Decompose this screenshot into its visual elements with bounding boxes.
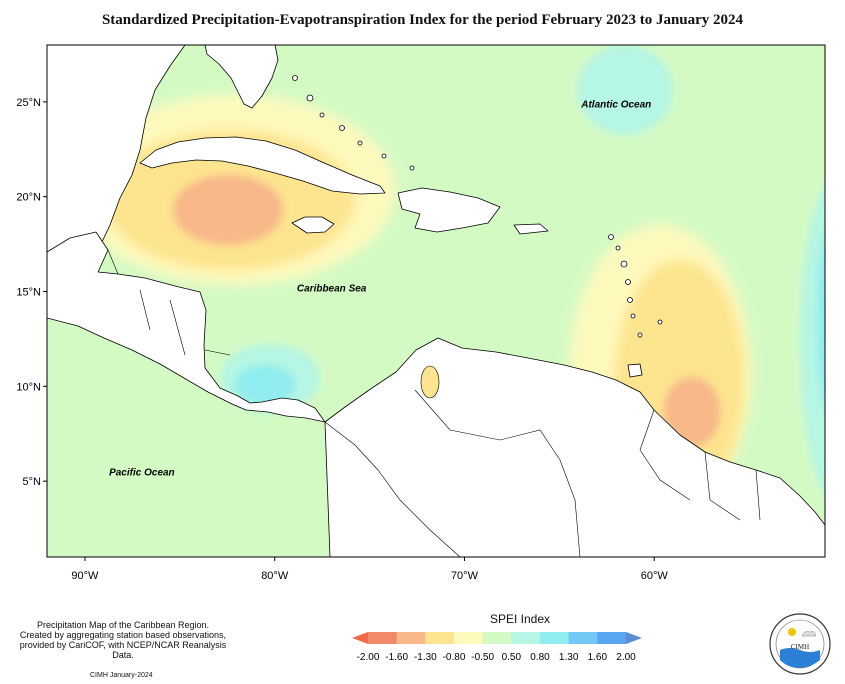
jamaica — [291, 216, 335, 234]
region-label: Caribbean Sea — [297, 284, 367, 295]
footnote-line: Precipitation Map of the Caribbean Regio… — [36, 620, 210, 630]
country-borders — [107, 249, 761, 558]
footnote: Precipitation Map of the Caribbean Regio… — [8, 620, 238, 660]
border — [204, 349, 231, 356]
spei-zone-atlantic-wet — [577, 45, 673, 135]
legend-swatch — [425, 632, 455, 644]
border — [414, 389, 581, 558]
island — [608, 234, 614, 240]
lake-maracaibo — [420, 365, 440, 399]
island — [357, 140, 363, 146]
legend-swatch — [568, 632, 598, 644]
legend-tick-label: -0.50 — [471, 652, 494, 663]
map-frame — [46, 44, 826, 558]
island — [409, 165, 415, 171]
legend-swatch — [368, 632, 398, 644]
legend-tick-label: 1.60 — [588, 652, 608, 663]
lat-tick-label: 15°N — [16, 287, 41, 299]
legend-arrow-right — [626, 632, 642, 644]
central-america — [47, 231, 326, 423]
legend-swatch — [482, 632, 512, 644]
region-label: Pacific Ocean — [109, 467, 175, 478]
spei-legend: -2.00 -1.60 -1.30 -0.80 -0.50 0.50 0.80 1.30 1.6… — [352, 632, 642, 663]
cuba — [139, 136, 386, 195]
border — [324, 421, 461, 558]
lesser-antilles — [608, 234, 663, 338]
spei-zone-northwest-core — [173, 175, 283, 245]
spei-zone-far-east-wet — [800, 186, 825, 494]
border — [139, 289, 151, 331]
legend-tick-label: 2.00 — [616, 652, 636, 663]
legend-tick-label: -1.60 — [385, 652, 408, 663]
hispaniola — [397, 187, 501, 233]
spei-map: 25°N 20°N 15°N 10°N 5°N 90°W 80°W 70°W 60°W Atla… — [16, 44, 826, 582]
cimh-logo: CIMH — [769, 613, 831, 675]
island — [319, 112, 325, 118]
legend-swatch — [396, 632, 426, 644]
lon-tick-label: 80°W — [261, 570, 289, 582]
legend-swatch — [511, 632, 541, 644]
lon-tick-label: 70°W — [451, 570, 479, 582]
spei-zone-east-core — [664, 377, 720, 447]
legend-title: SPEI Index — [489, 612, 551, 626]
map-axes: 25°N 20°N 15°N 10°N 5°N 90°W 80°W 70°W 60°W — [16, 97, 668, 582]
island — [615, 245, 621, 251]
border — [639, 409, 691, 501]
border — [107, 249, 119, 275]
spei-zone-far-east-wet-core — [817, 236, 825, 404]
page-title: Standardized Precipitation-Evapotranspir… — [101, 12, 744, 28]
legend-swatch — [454, 632, 484, 644]
island — [381, 153, 387, 159]
lon-tick-label: 90°W — [71, 570, 99, 582]
region-label: Atlantic Ocean — [580, 100, 651, 111]
island — [630, 313, 636, 319]
island — [637, 332, 643, 338]
wave-icon — [780, 648, 820, 668]
island — [339, 125, 345, 131]
land-masses — [47, 45, 825, 557]
legend-swatch — [597, 632, 627, 644]
lat-tick-label: 10°N — [16, 381, 41, 393]
lat-tick-label: 5°N — [23, 476, 42, 488]
south-america — [324, 337, 825, 557]
map-labels: Atlantic Ocean Caribbean Sea Pacific Ocean — [109, 100, 651, 479]
legend-tick-label: 0.80 — [530, 652, 550, 663]
footnote-line: provided by CariCOF, with NCEP/NCAR Rean… — [19, 640, 227, 660]
island — [620, 260, 628, 268]
legend-tick-label: 0.50 — [502, 652, 522, 663]
florida — [204, 45, 279, 109]
lat-tick-label: 25°N — [16, 97, 41, 109]
island — [657, 319, 663, 325]
border — [755, 469, 761, 521]
logo-text: CIMH — [791, 643, 809, 651]
bahamas — [292, 75, 415, 171]
legend-tick-label: -2.00 — [357, 652, 380, 663]
lat-tick-label: 20°N — [16, 192, 41, 204]
sun-icon — [788, 628, 796, 636]
legend-tick-label: -1.30 — [414, 652, 437, 663]
trinidad — [627, 363, 643, 378]
legend-tick-label: -0.80 — [443, 652, 466, 663]
lon-tick-label: 60°W — [641, 570, 669, 582]
island — [627, 297, 633, 303]
legend-arrow-left — [352, 632, 368, 644]
legend-tick-label: 1.30 — [559, 652, 579, 663]
credit-text: CIMH January-2024 — [90, 672, 153, 679]
legend-swatch — [540, 632, 570, 644]
border — [169, 299, 186, 356]
island — [292, 75, 298, 81]
island — [625, 279, 631, 285]
spei-zone-panama-wet-core — [235, 365, 295, 405]
island — [306, 94, 314, 102]
footnote-line: Created by aggregating station based obs… — [19, 630, 227, 640]
cloud-icon — [801, 631, 817, 637]
border — [704, 451, 741, 521]
puerto-rico — [513, 223, 549, 235]
